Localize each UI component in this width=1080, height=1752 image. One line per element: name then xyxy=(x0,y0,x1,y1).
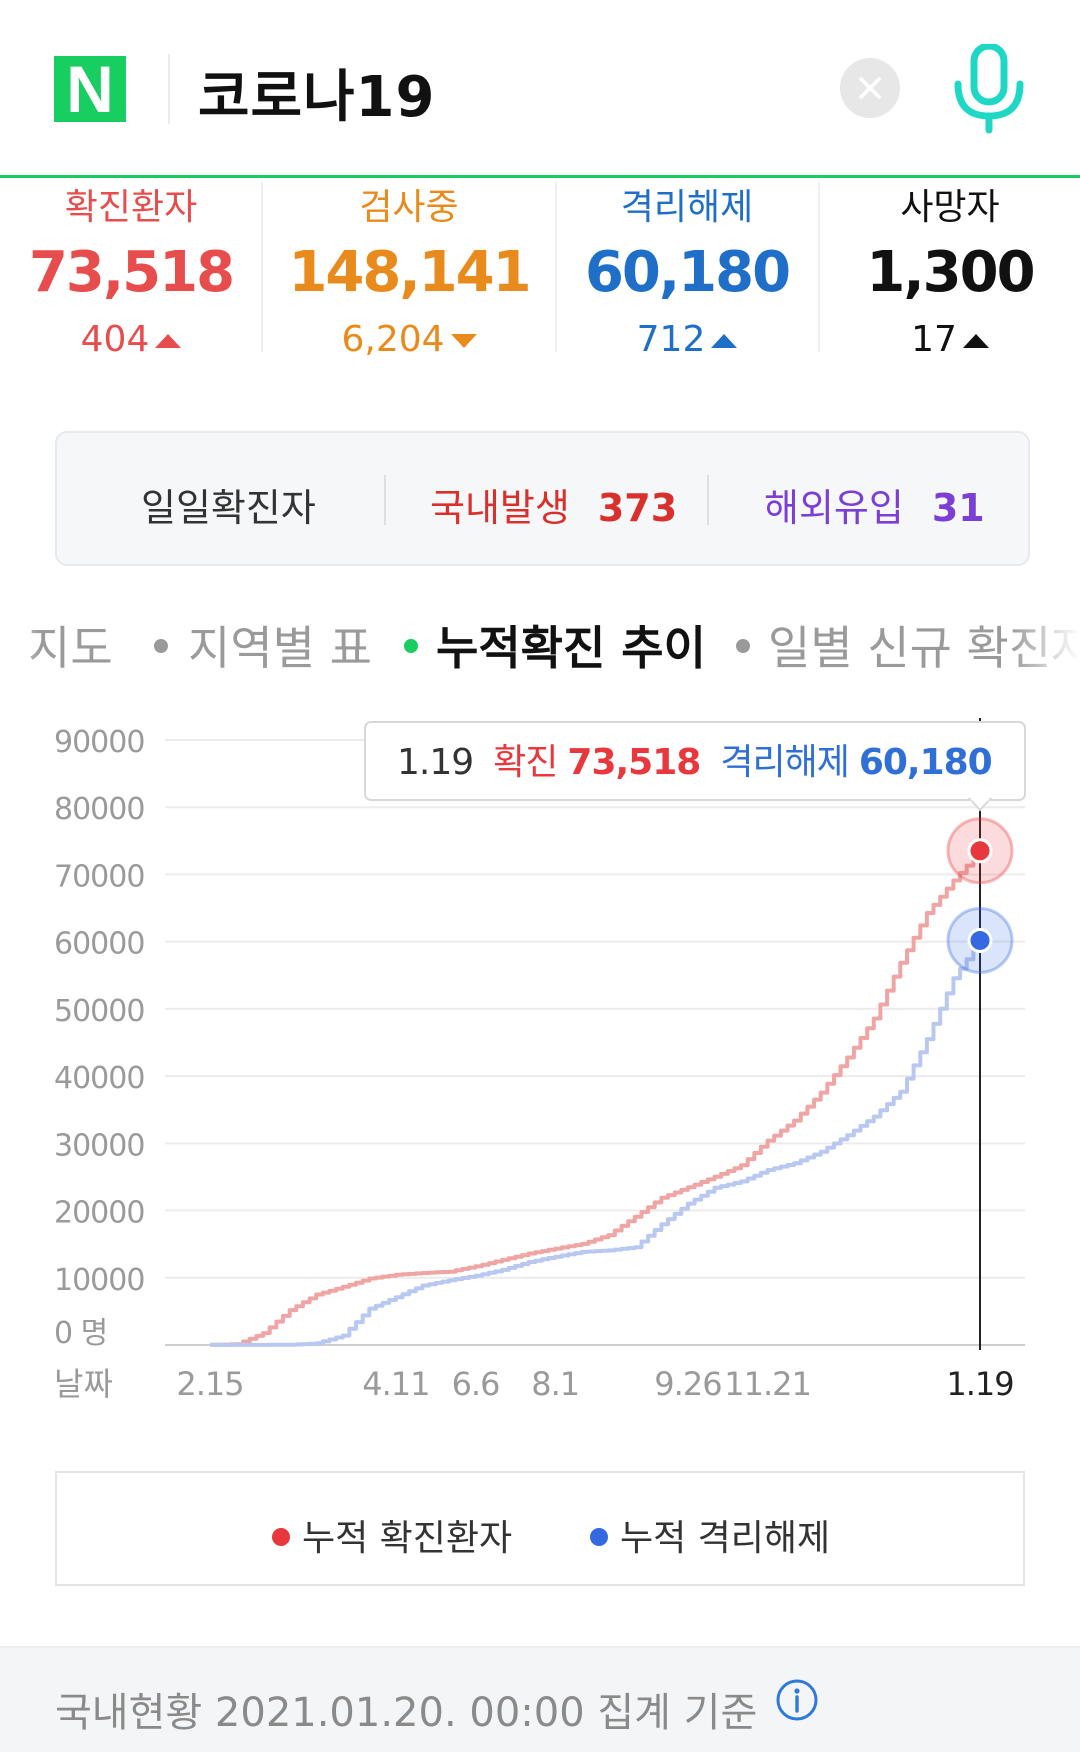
tab-cumulative-trend[interactable]: 누적확진 추이 xyxy=(436,621,706,675)
footer: 국내현황 2021.01.20. 00:00 집계 기준 xyxy=(0,1646,1080,1752)
stats-summary: 확진환자 73,518 404 검사중 148,141 6,204 격리해제 6… xyxy=(0,178,1080,360)
stat-label: 확진환자 xyxy=(64,187,198,228)
stat-change: 712 xyxy=(557,319,817,360)
legend-item-confirmed: 누적 확진환자 xyxy=(272,1509,512,1561)
y-tick-label: 60000 xyxy=(54,927,144,962)
stat-label: 격리해제 xyxy=(620,187,754,228)
stat-value: 60,180 xyxy=(584,240,791,305)
tooltip-part: 60,180 xyxy=(859,742,992,783)
increase-icon xyxy=(962,334,989,348)
daily-overseas: 해외유입 31 xyxy=(764,486,985,530)
tooltip-text: 1.19 확진 73,518 격리해제 60,180 xyxy=(397,742,992,783)
y-tick-label: 10000 xyxy=(54,1263,144,1298)
tab-region-table[interactable]: 지역별 표 xyxy=(188,621,372,675)
tab-bullet xyxy=(154,639,168,653)
tabs-fade-right xyxy=(1010,600,1080,680)
info-icon[interactable] xyxy=(775,1678,819,1722)
stat-divider xyxy=(261,182,263,352)
x-tick-label: 8.1 xyxy=(531,1365,579,1403)
legend-item-released: 누적 격리해제 xyxy=(590,1509,830,1561)
stat-value: 73,518 xyxy=(28,240,235,305)
y-tick-label: 40000 xyxy=(54,1061,144,1096)
search-input[interactable]: 코로나19 xyxy=(198,65,436,130)
decrease-icon xyxy=(450,334,477,348)
naver-logo-icon[interactable]: N xyxy=(54,56,126,122)
tabs-fade-left xyxy=(0,600,40,680)
stat-confirmed: 확진환자 73,518 404 xyxy=(0,178,262,360)
increase-icon xyxy=(155,334,182,348)
chart-legend: 누적 확진환자 누적 격리해제 xyxy=(55,1471,1025,1586)
legend-dot-red xyxy=(272,1528,290,1546)
y-tick-label: 20000 xyxy=(54,1196,144,1231)
stat-released: 격리해제 60,180 712 xyxy=(557,178,817,360)
y-tick-label: 50000 xyxy=(54,994,144,1029)
stat-value: 148,141 xyxy=(288,240,531,305)
x-tick-label: 9.26 xyxy=(654,1365,721,1403)
tooltip-box xyxy=(364,721,1026,801)
x-axis-label: 날짜 xyxy=(54,1365,113,1403)
x-tick-label: 6.6 xyxy=(452,1365,500,1403)
tooltip-pointer xyxy=(967,798,993,812)
stat-deaths: 사망자 1,300 17 xyxy=(820,178,1080,360)
y-tick-label: 70000 xyxy=(54,859,144,894)
tooltip-part: 확진 xyxy=(493,742,557,783)
daily-label: 일일확진자 xyxy=(141,486,316,530)
y-tick-label: 80000 xyxy=(54,792,144,827)
chart-tabs: 지도 지역별 표 누적확진 추이 일별 신규 확진자 xyxy=(0,600,1080,680)
stat-divider xyxy=(555,182,557,352)
tooltip-part: 73,518 xyxy=(567,742,700,783)
increase-icon xyxy=(711,334,738,348)
tooltip-part: 격리해제 xyxy=(720,742,848,783)
daily-domestic: 국내발생 373 xyxy=(430,486,678,530)
y-tick-label: 90000 xyxy=(54,725,144,760)
x-tick-label: 1.19 xyxy=(946,1365,1013,1403)
update-timestamp: 국내현황 2021.01.20. 00:00 집계 기준 xyxy=(55,1690,758,1736)
tab-bullet xyxy=(736,639,750,653)
close-icon xyxy=(859,77,881,99)
confirmed-marker xyxy=(967,838,993,864)
daily-divider xyxy=(707,475,709,525)
stat-testing: 검사중 148,141 6,204 xyxy=(263,178,555,360)
cumulative-chart[interactable]: 90000 80000 70000 60000 50000 40000 30000 20000… xyxy=(0,700,1080,1420)
stat-value: 1,300 xyxy=(866,240,1035,305)
series-line-confirmed xyxy=(210,850,982,1347)
header-divider xyxy=(168,54,170,124)
tab-bullet-active xyxy=(404,639,418,653)
clear-search-button[interactable] xyxy=(840,58,900,118)
stat-label: 검사중 xyxy=(359,187,459,228)
stat-change: 6,204 xyxy=(263,319,555,360)
daily-divider xyxy=(384,475,386,525)
tooltip-part: 1.19 xyxy=(397,742,473,783)
y-tick-label: 30000 xyxy=(54,1128,144,1163)
stat-change: 404 xyxy=(0,319,262,360)
svg-text:N: N xyxy=(66,56,114,122)
tab-map[interactable]: 지도 xyxy=(28,621,113,675)
x-tick-label: 4.11 xyxy=(362,1365,429,1403)
x-tick-label: 11.21 xyxy=(724,1365,811,1403)
series-line-released xyxy=(210,940,982,1347)
stat-divider xyxy=(818,182,820,352)
x-tick-label: 2.15 xyxy=(176,1365,243,1403)
stat-change: 17 xyxy=(820,319,1080,360)
legend-dot-blue xyxy=(590,1528,608,1546)
y-tick-label: 0 명 xyxy=(54,1316,107,1351)
released-marker xyxy=(967,927,993,953)
daily-confirmed-box: 일일확진자 국내발생 373 해외유입 31 xyxy=(55,431,1030,566)
stat-label: 사망자 xyxy=(900,187,1000,228)
search-header: N 코로나19 xyxy=(0,0,1080,178)
microphone-icon[interactable] xyxy=(952,44,1026,134)
